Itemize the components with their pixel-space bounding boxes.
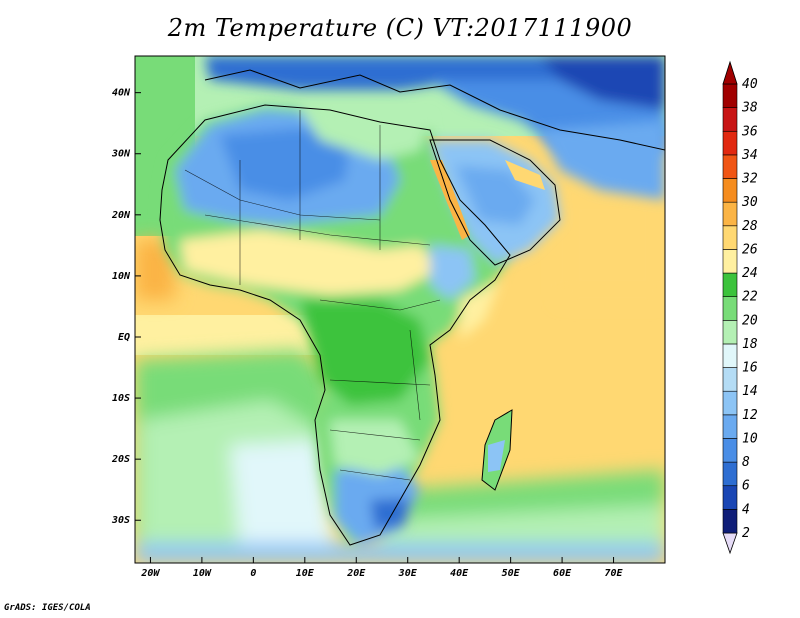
lon-tick-label: 10E bbox=[296, 568, 315, 579]
lon-tick-label: 40E bbox=[450, 568, 469, 579]
colorbar-label: 32 bbox=[741, 172, 758, 187]
colorbar-swatch bbox=[722, 509, 738, 534]
sahel-warm bbox=[180, 230, 440, 295]
axis-ticks: 20W 10W 0 10E 20E 30E 40E 50E 60E 70E 40N 30N 20N 10N… bbox=[111, 88, 624, 579]
colorbar-swatch bbox=[722, 296, 738, 321]
colorbar-swatch bbox=[722, 438, 738, 463]
south-atlantic-cold bbox=[230, 440, 335, 550]
colorbar-swatch bbox=[722, 225, 738, 250]
congo-basin bbox=[300, 300, 430, 405]
colorbar-swatch bbox=[722, 130, 738, 156]
colorbar-swatch bbox=[722, 249, 738, 274]
lon-tick-label: 0 bbox=[250, 568, 256, 579]
colorbar-swatch bbox=[722, 154, 738, 179]
colorbar-label: 38 bbox=[741, 101, 758, 116]
colorbar-label: 6 bbox=[742, 479, 750, 494]
lon-tick-label: 50E bbox=[502, 568, 521, 579]
colorbar-label: 4 bbox=[742, 502, 750, 517]
lat-tick-label: 10N bbox=[112, 271, 131, 282]
iran-india-blue bbox=[540, 120, 665, 200]
colorbar-label: 8 bbox=[742, 455, 750, 470]
lon-tick-label: 60E bbox=[553, 568, 572, 579]
country-borders bbox=[184, 110, 441, 481]
africa-coastline bbox=[159, 104, 511, 546]
colorbar-swatch bbox=[722, 320, 738, 345]
colorbar-arrow-low bbox=[722, 532, 738, 555]
colorbar-swatch bbox=[722, 272, 738, 297]
colorbar-label: 18 bbox=[742, 337, 758, 352]
colorbar-label: 22 bbox=[742, 290, 758, 305]
colorbar-swatch bbox=[722, 343, 738, 368]
colorbar-label: 14 bbox=[742, 384, 758, 399]
colorbar-label: 40 bbox=[742, 77, 758, 92]
colorbar-swatch bbox=[722, 178, 738, 203]
persian-gulf bbox=[505, 160, 545, 190]
east-africa-coast bbox=[460, 280, 500, 340]
colorbar-swatch bbox=[722, 390, 738, 416]
temperature-field bbox=[135, 56, 665, 563]
colorbar-swatch bbox=[722, 461, 738, 487]
atlantic-warm bbox=[135, 240, 175, 300]
africa-land bbox=[160, 105, 510, 545]
lon-tick-label: 20E bbox=[346, 568, 366, 579]
colorbar-label: 36 bbox=[741, 124, 758, 139]
colorbar-label: 30 bbox=[741, 195, 758, 210]
colorbar-label: 12 bbox=[742, 408, 758, 423]
libya-egypt-green bbox=[300, 108, 430, 160]
lat-tick-label: EQ bbox=[118, 332, 130, 343]
colorbar-arrow-high bbox=[722, 60, 738, 85]
plot-frame bbox=[134, 55, 666, 564]
madagascar-coastline bbox=[481, 409, 513, 491]
far-south-cold bbox=[135, 543, 665, 563]
colorbar-label: 16 bbox=[742, 361, 758, 376]
colorbar-label: 20 bbox=[742, 313, 758, 328]
colorbar-swatch bbox=[722, 201, 738, 227]
lat-tick-label: 30S bbox=[111, 515, 130, 526]
colorbar-label: 26 bbox=[742, 242, 758, 257]
lon-tick-label: 20W bbox=[140, 568, 160, 579]
lat-tick-label: 40N bbox=[112, 88, 131, 99]
colorbar-swatch bbox=[722, 485, 738, 510]
colorbar-label: 24 bbox=[742, 266, 758, 281]
colorbar-label: 34 bbox=[741, 148, 758, 163]
lat-tick-label: 20N bbox=[111, 210, 131, 221]
europe-coastline bbox=[204, 69, 665, 151]
colorbar-label: 28 bbox=[742, 219, 758, 234]
sahara-core bbox=[220, 128, 350, 200]
colorbar-label: 2 bbox=[742, 526, 750, 541]
drakensberg-cold bbox=[370, 498, 410, 530]
ethiopia-highlands bbox=[430, 245, 475, 300]
lon-tick-label: 30E bbox=[398, 568, 418, 579]
madagascar-cool bbox=[488, 440, 505, 472]
colorbar-label: 10 bbox=[742, 431, 758, 446]
lon-tick-label: 70E bbox=[605, 568, 624, 579]
colorbar-swatch bbox=[722, 414, 738, 439]
lon-tick-label: 10W bbox=[193, 568, 212, 579]
central-asia-frost bbox=[540, 56, 665, 110]
lat-tick-label: 30N bbox=[111, 149, 131, 160]
kalahari-mix bbox=[330, 420, 420, 475]
colorbar-swatch bbox=[722, 83, 738, 108]
grads-credit: GrADS: IGES/COLA bbox=[4, 603, 91, 613]
colorbar-swatch bbox=[722, 107, 738, 132]
arabian-sea-warm bbox=[560, 190, 665, 300]
lat-tick-label: 20S bbox=[111, 454, 130, 465]
map-title: 2m Temperature (C) VT:2017111900 bbox=[167, 14, 633, 42]
colorbar-swatch bbox=[722, 367, 738, 392]
arabia-coastline bbox=[429, 139, 561, 266]
lat-tick-label: 10S bbox=[112, 393, 130, 404]
coastlines bbox=[159, 69, 665, 546]
